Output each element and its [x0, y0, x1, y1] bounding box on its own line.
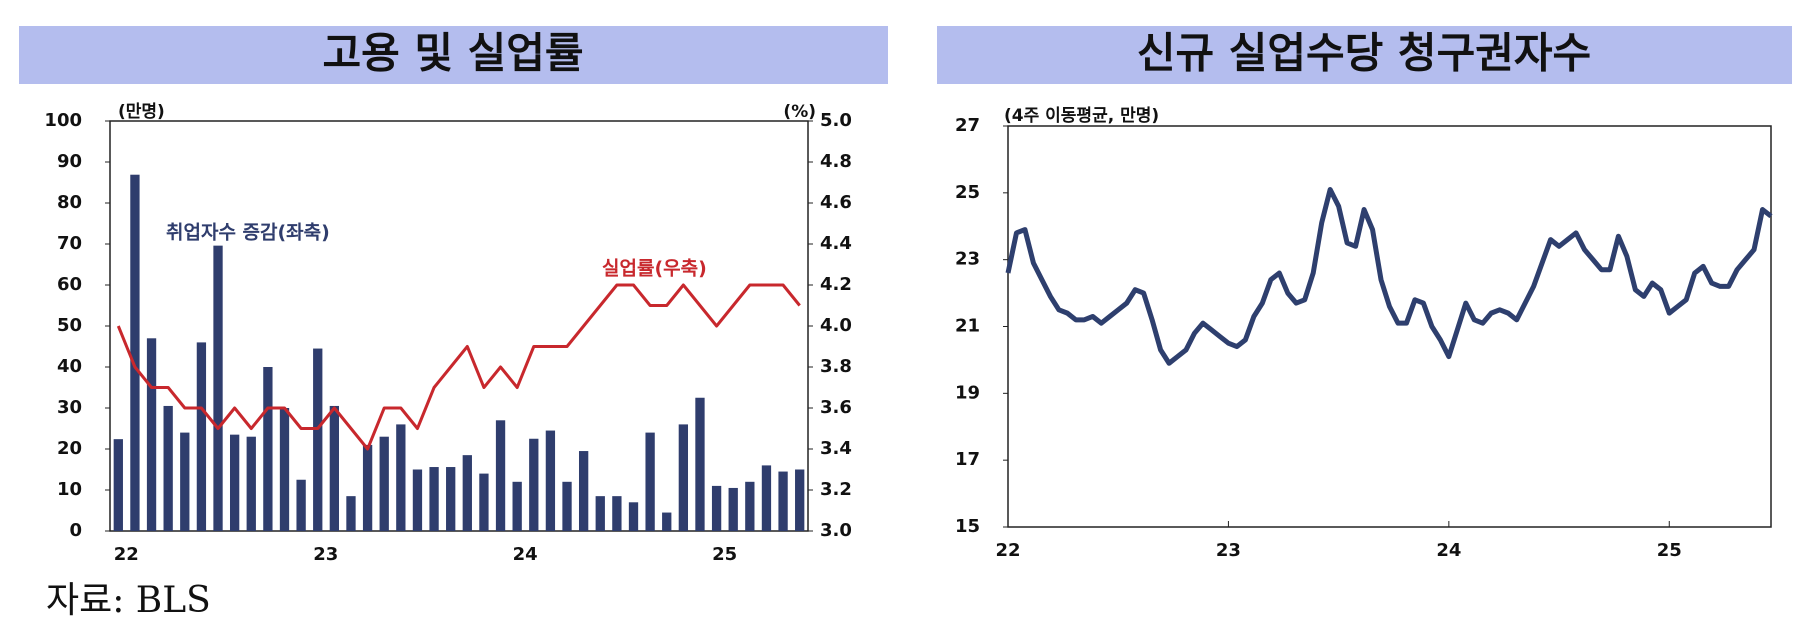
- bar: [795, 469, 805, 531]
- y-tick-label: 60: [57, 274, 82, 295]
- x-tick-label: 25: [1657, 540, 1682, 561]
- y-tick-label: 0: [69, 520, 82, 541]
- y2-tick-label: 3.8: [820, 356, 852, 377]
- x-tick-label: 22: [114, 544, 139, 565]
- line: [116, 283, 801, 451]
- bar: [180, 432, 190, 531]
- y2-tick-label: 3.4: [820, 438, 852, 459]
- y-tick-label: 19: [955, 382, 980, 403]
- y-tick-label: 40: [57, 356, 82, 377]
- bar: [678, 424, 689, 531]
- bar: [628, 502, 639, 531]
- bar: [728, 487, 738, 531]
- bar: [196, 342, 207, 531]
- bar: [529, 438, 539, 531]
- bar: [412, 469, 423, 531]
- bar: [229, 434, 240, 531]
- bar: [313, 348, 323, 531]
- bar: [246, 436, 256, 531]
- bar: [163, 405, 173, 531]
- bar: [329, 405, 340, 531]
- bar: [612, 496, 622, 531]
- y-tick-label: 70: [57, 233, 82, 254]
- y2-tick-label: 5.0: [820, 110, 852, 131]
- x-tick-label: 24: [513, 544, 538, 565]
- bar: [379, 436, 389, 531]
- source: 자료: BLS: [46, 580, 211, 621]
- bar: [562, 481, 572, 531]
- y2-tick-label: 3.0: [820, 520, 852, 541]
- bar: [645, 432, 655, 531]
- y-tick-label: 100: [44, 110, 82, 131]
- bar: [279, 408, 290, 531]
- y-tick-label: 90: [57, 151, 82, 172]
- bar: [512, 481, 522, 531]
- y2-tick-label: 4.4: [820, 233, 852, 254]
- x-tick-label: 23: [313, 544, 338, 565]
- y-tick-label: 15: [955, 516, 980, 537]
- y-axis-label: (4주 이동평균, 만명): [1004, 106, 1159, 126]
- y2-axis-label: (%): [783, 102, 816, 122]
- y-tick-label: 17: [955, 449, 980, 470]
- bar: [479, 473, 489, 531]
- title-banner: [937, 26, 1792, 84]
- bar: [595, 496, 605, 531]
- bar: [711, 485, 722, 531]
- bar: [778, 471, 788, 531]
- bar: [695, 397, 705, 531]
- bar: [130, 174, 140, 531]
- title-banner: [19, 26, 888, 84]
- bar: [113, 439, 123, 531]
- bar: [662, 512, 672, 531]
- y-tick-label: 10: [57, 479, 82, 500]
- y-tick-label: 30: [57, 397, 82, 418]
- bar: [495, 420, 506, 531]
- y2-tick-label: 4.0: [820, 315, 852, 336]
- y2-tick-label: 3.2: [820, 479, 852, 500]
- bar: [462, 455, 472, 531]
- bar: [761, 465, 772, 531]
- x-tick-label: 25: [712, 544, 737, 565]
- series-label: 취업자수 증감(좌축): [166, 222, 330, 244]
- bar: [296, 479, 306, 531]
- line: [1005, 186, 1773, 366]
- bar: [545, 430, 556, 531]
- y2-tick-label: 4.2: [820, 274, 852, 295]
- y2-tick-label: 4.6: [820, 192, 852, 213]
- x-tick-label: 23: [1216, 540, 1241, 561]
- x-tick-label: 24: [1436, 540, 1461, 561]
- y-tick-label: 21: [955, 316, 980, 337]
- series-label: 실업률(우축): [602, 258, 707, 280]
- bar: [362, 444, 373, 531]
- y-tick-label: 20: [57, 438, 82, 459]
- bar: [446, 467, 456, 531]
- bar: [263, 367, 273, 531]
- y-tick-label: 80: [57, 192, 82, 213]
- y-tick-label: 25: [955, 182, 980, 203]
- bar: [578, 451, 589, 531]
- y-tick-label: 50: [57, 315, 82, 336]
- y-axis-label: (만명): [118, 102, 165, 122]
- bar: [745, 481, 755, 531]
- y-tick-label: 27: [955, 115, 980, 136]
- bar: [346, 496, 356, 531]
- chart-title: 신규 실업수당 청구권자수: [1137, 29, 1591, 78]
- y2-tick-label: 4.8: [820, 151, 852, 172]
- x-tick-label: 22: [995, 540, 1020, 561]
- bar: [213, 245, 223, 531]
- chart-title: 고용 및 실업률: [322, 29, 583, 78]
- bar: [146, 338, 157, 531]
- bar: [429, 467, 439, 531]
- bar: [396, 424, 406, 531]
- y-tick-label: 23: [955, 249, 980, 270]
- plot-frame: [1007, 125, 1772, 528]
- y2-tick-label: 3.6: [820, 397, 852, 418]
